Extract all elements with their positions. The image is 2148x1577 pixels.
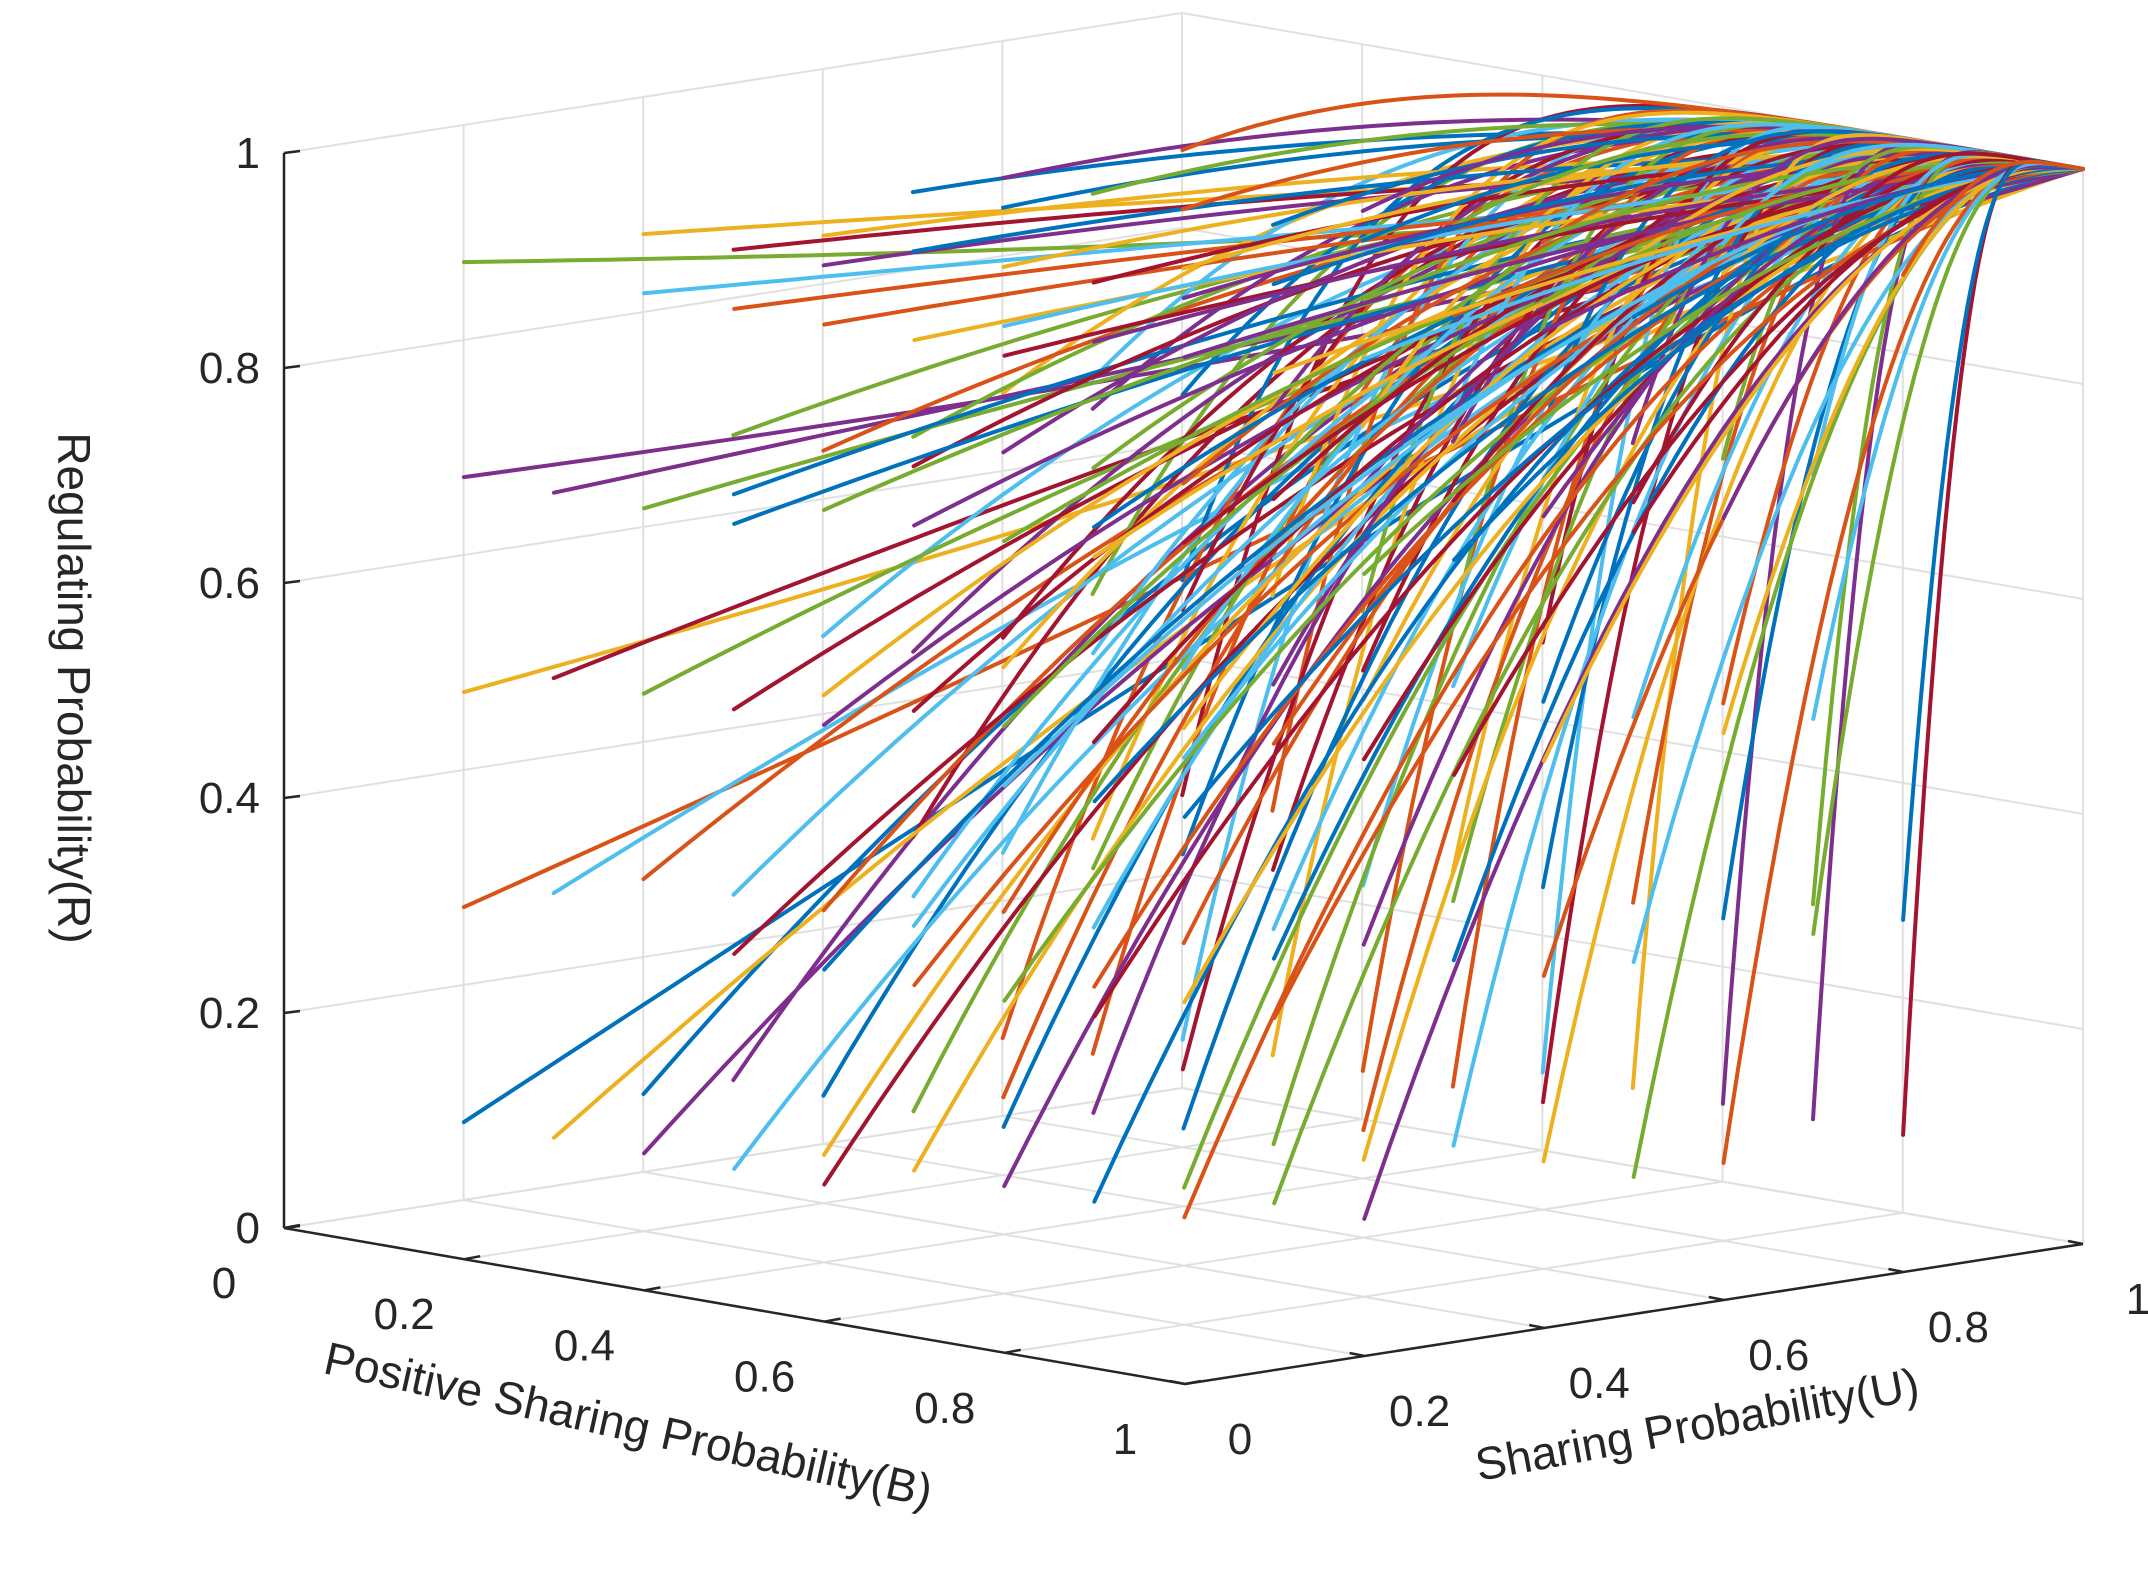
grid-line <box>463 1199 1365 1357</box>
grid-line <box>1002 1115 1904 1273</box>
x-tick-label: 1 <box>1113 1415 1137 1464</box>
y-tick-label: 0.8 <box>1928 1303 1989 1352</box>
y-axis-line <box>1184 1242 2084 1386</box>
z-tick-mark <box>283 364 301 370</box>
x-tick-mark <box>1004 1348 1022 1355</box>
z-tick-label: 1 <box>236 129 260 178</box>
z-tick-label: 0.8 <box>199 344 260 393</box>
x-tick-mark <box>283 1223 301 1230</box>
x-tick-mark <box>1184 1379 1202 1386</box>
grid-line <box>824 1180 1723 1323</box>
z-tick-label: 0.6 <box>199 559 260 608</box>
y-tick-label: 0 <box>1228 1415 1252 1464</box>
trajectory-line <box>1901 159 2085 922</box>
grid-line <box>283 657 1183 799</box>
x-tick-label: 0 <box>212 1259 236 1308</box>
z-tick-mark <box>283 794 301 800</box>
y-tick-mark <box>2067 1239 2084 1246</box>
trajectory-line <box>1092 166 2085 1019</box>
trajectory-layer <box>461 92 2085 1221</box>
grid-line <box>283 12 1183 154</box>
trajectory-line <box>1901 158 2085 1137</box>
y-tick-label: 0.2 <box>1389 1387 1450 1436</box>
z-tick-label: 0.4 <box>199 774 260 823</box>
grid-line <box>283 1087 1183 1229</box>
y-tick-label: 0.4 <box>1569 1359 1630 1408</box>
y-tick-mark <box>1349 1351 1365 1358</box>
y-tick-label: 0.6 <box>1748 1331 1809 1380</box>
y-tick-mark <box>1528 1323 1545 1330</box>
grid-line <box>1004 1211 1903 1354</box>
x-tick-label: 0.6 <box>734 1353 795 1402</box>
x-tick-mark <box>463 1254 481 1261</box>
grid-line <box>644 1149 1543 1292</box>
y-tick-mark <box>1708 1295 1725 1302</box>
grid-line <box>464 1118 1363 1261</box>
y-tick-mark <box>1169 1379 1186 1386</box>
trajectory-line <box>1901 160 2085 277</box>
z-tick-mark <box>283 149 301 155</box>
grid-line <box>1181 1087 2084 1245</box>
z-tick-mark <box>283 579 301 585</box>
z-tick-label: 0 <box>236 1204 260 1253</box>
z-tick-mark <box>283 1009 301 1015</box>
grid-line <box>643 1171 1545 1329</box>
axis-layer <box>282 149 2084 1386</box>
grid-line <box>283 227 1183 369</box>
x-tick-label: 0.4 <box>554 1321 615 1370</box>
y-tick-label: 1 <box>2126 1275 2148 1324</box>
grid-line <box>1181 657 2084 815</box>
y-axis-title: Sharing Probability(U) <box>1471 1358 1923 1491</box>
z-tick-label: 0.2 <box>199 989 260 1038</box>
y-tick-mark <box>1888 1267 1904 1274</box>
trajectory-line <box>461 167 2085 910</box>
x-tick-mark <box>644 1286 661 1292</box>
x-tick-label: 0.2 <box>374 1290 435 1339</box>
z-axis-title: Regulating Probability(R) <box>48 432 100 943</box>
x-tick-mark <box>824 1317 841 1323</box>
x-axis-line <box>283 1226 1186 1386</box>
grid-line <box>822 1143 1724 1301</box>
x-tick-label: 0.8 <box>914 1384 975 1433</box>
x-axis-title: Positive Sharing Probability(B) <box>320 1332 938 1517</box>
